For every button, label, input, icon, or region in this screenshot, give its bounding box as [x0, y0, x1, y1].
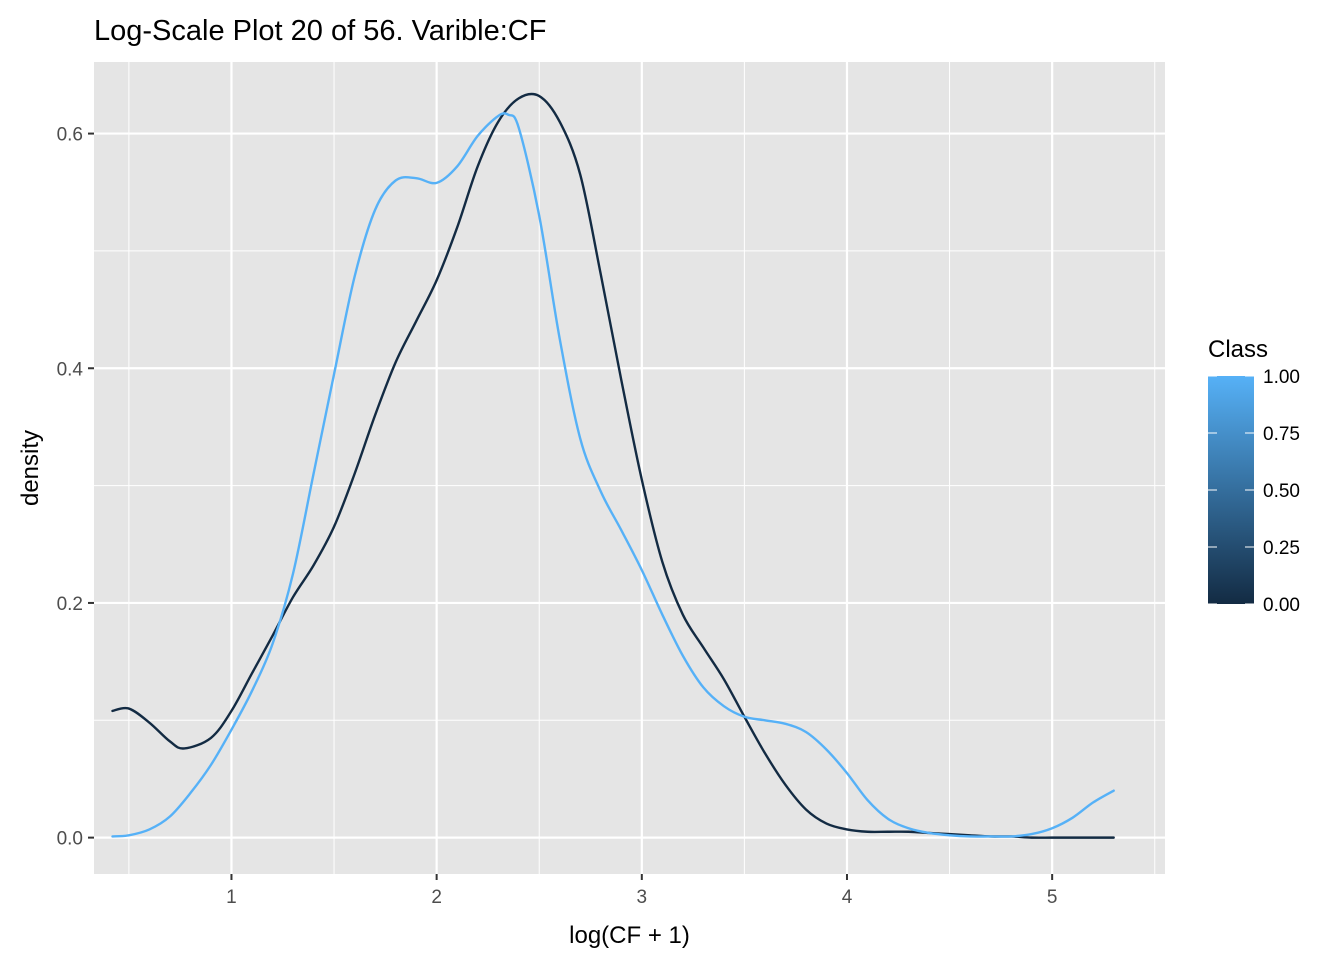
x-axis-ticks: 1 2 3 4 5: [226, 874, 1057, 908]
y-axis-ticks: 0.0 0.2 0.4 0.6: [57, 125, 94, 850]
x-tick-label: 2: [431, 887, 442, 908]
chart-title: Log-Scale Plot 20 of 56. Varible:CF: [94, 15, 546, 47]
legend-title: Class: [1208, 336, 1268, 363]
x-axis-title: log(CF + 1): [569, 922, 690, 949]
y-tick-label: 0.0: [57, 829, 83, 850]
x-tick-label: 5: [1047, 887, 1058, 908]
legend-label: 0.00: [1263, 595, 1300, 616]
plot-panel: [94, 62, 1165, 874]
legend-breaks: 0.00 0.25 0.50 0.75 1.00: [1208, 367, 1300, 616]
legend-label: 0.25: [1263, 538, 1300, 559]
x-tick-label: 3: [637, 887, 648, 908]
minor-gridlines: [94, 62, 1165, 874]
legend-label: 0.75: [1263, 424, 1300, 445]
density-line-class-1: [111, 112, 1115, 838]
legend-label: 1.00: [1263, 367, 1300, 388]
y-tick-label: 0.2: [57, 594, 83, 615]
x-tick-label: 4: [842, 887, 853, 908]
legend-label: 0.50: [1263, 481, 1300, 502]
class-legend: Class 0.00 0.25 0.50 0.75 1.00: [1208, 336, 1300, 616]
density-lines: [111, 92, 1115, 839]
y-axis-title: density: [17, 430, 44, 506]
y-tick-label: 0.4: [57, 359, 84, 380]
x-tick-label: 1: [226, 887, 237, 908]
y-tick-label: 0.6: [57, 125, 83, 146]
